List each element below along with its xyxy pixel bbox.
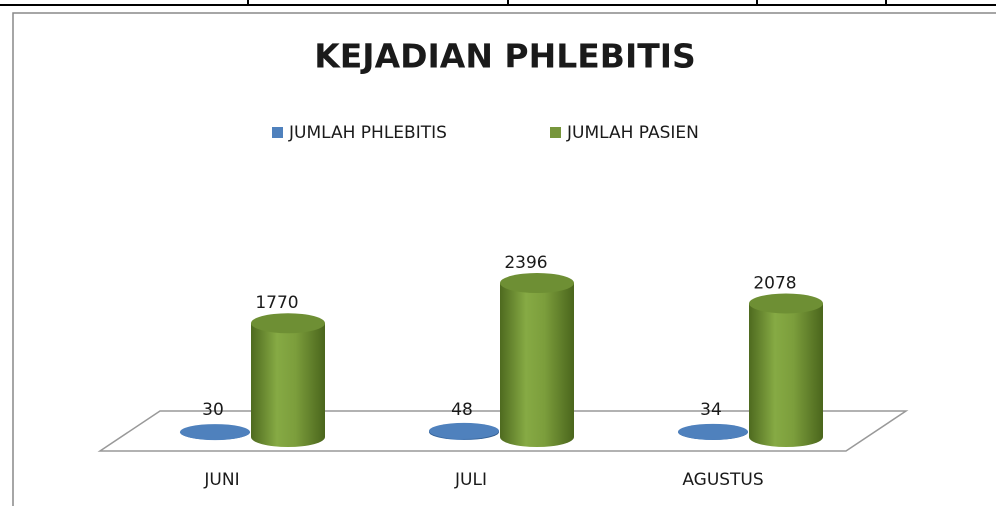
data-label: 2396 <box>504 253 547 273</box>
legend-swatch <box>550 127 561 138</box>
cylinder <box>251 323 325 447</box>
chart-title: KEJADIAN PHLEBITIS <box>314 37 696 76</box>
cylinder-top <box>500 273 574 293</box>
cylinder-top <box>678 423 748 440</box>
data-label: 48 <box>451 400 473 420</box>
data-label: 2078 <box>753 273 796 293</box>
data-label: 34 <box>700 400 722 420</box>
table-row <box>0 0 996 6</box>
data-label: 1770 <box>255 293 298 313</box>
cylinder <box>500 283 574 447</box>
cylinder-top <box>749 293 823 314</box>
data-label: 30 <box>202 400 224 420</box>
x-tick-label: AGUSTUS <box>682 470 763 490</box>
legend-label: JUMLAH PASIEN <box>566 123 699 143</box>
cylinder <box>749 303 823 447</box>
chart-frame <box>12 12 996 506</box>
cylinder-top <box>429 422 499 439</box>
cylinder-top <box>251 313 325 334</box>
legend-swatch <box>272 127 283 138</box>
legend-label: JUMLAH PHLEBITIS <box>288 123 447 143</box>
cylinder-top <box>180 424 250 441</box>
x-tick-label: JUNI <box>203 470 239 490</box>
x-tick-label: JULI <box>454 470 487 490</box>
